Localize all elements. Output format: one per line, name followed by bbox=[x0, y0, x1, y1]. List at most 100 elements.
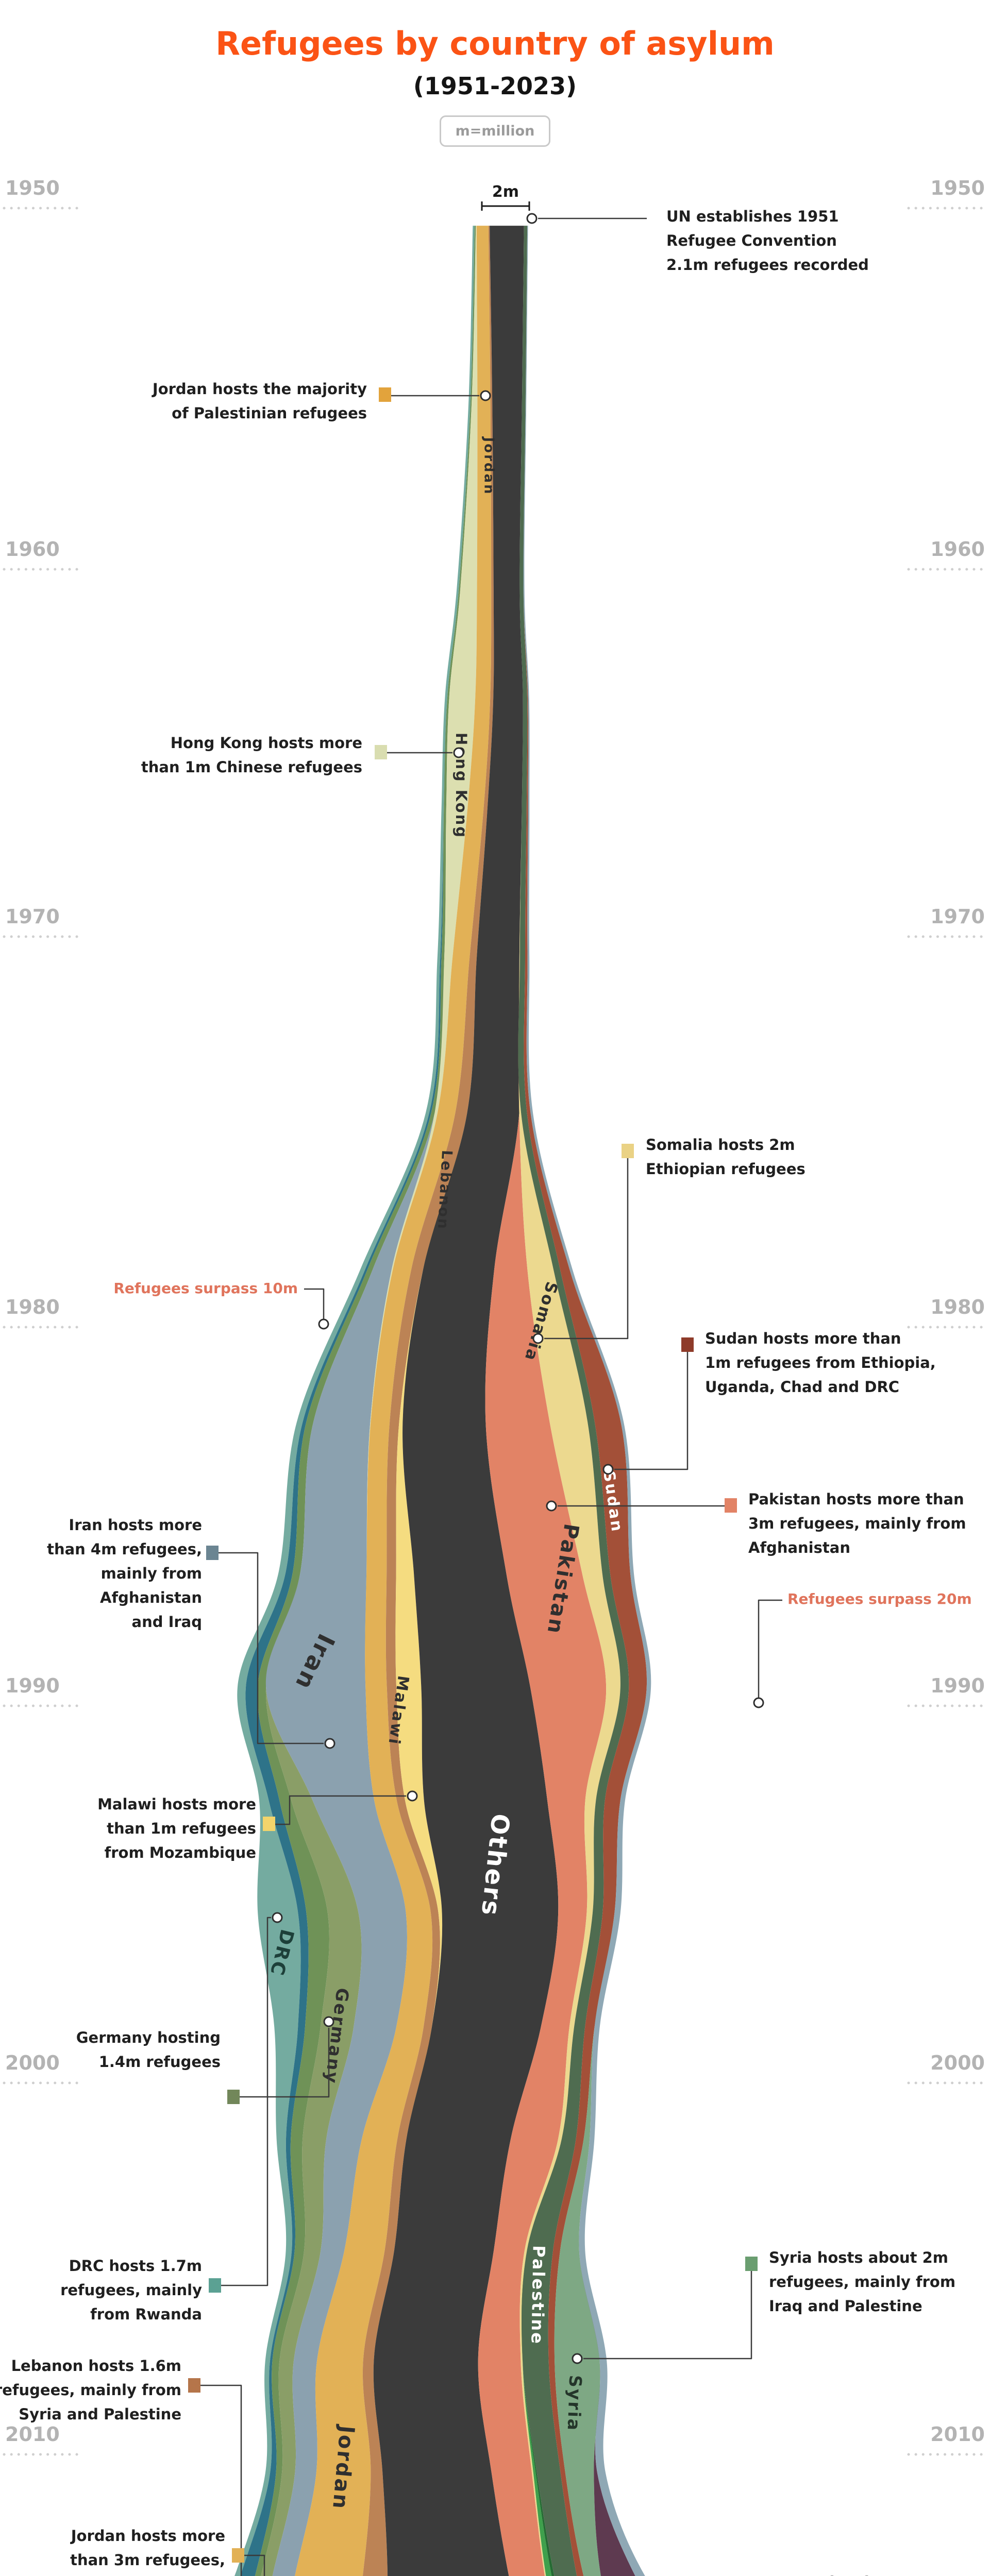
annotation-line: 2.1m refugees recorded bbox=[666, 256, 869, 274]
annotation-line: Pakistan hosts more than bbox=[748, 1490, 964, 1508]
year-label-right-1970: 1970 bbox=[930, 905, 985, 928]
band-drc bbox=[234, 226, 475, 2576]
annotation-marker-square-sudan-1m bbox=[681, 1337, 694, 1352]
annotation-line: than 4m refugees, bbox=[47, 1540, 202, 1558]
year-label-right-1990: 1990 bbox=[930, 1674, 985, 1697]
year-label-right-2000: 2000 bbox=[930, 2052, 985, 2074]
annotation-leader-iran-4m bbox=[219, 1552, 324, 1744]
annotation-line: from Rwanda bbox=[90, 2306, 202, 2323]
annotation-line: Somalia hosts 2m bbox=[646, 1136, 795, 1154]
annotation-text-malawi-1m: Malawi hosts more than 1m refugees from Mo… bbox=[97, 1795, 256, 1861]
annotation-somalia-2m: Somalia hosts 2m Ethiopian refugees bbox=[532, 1136, 806, 1344]
annotation-surpass-10m: Refugees surpass 10m bbox=[113, 1280, 329, 1330]
band-label-lebanon: Lebanon bbox=[434, 1149, 456, 1230]
annotation-text-un-1951: UN establishes 1951 Refugee Convention 2.1… bbox=[666, 208, 869, 274]
annotation-line: Jordan hosts the majority bbox=[152, 380, 367, 398]
page-subtitle: (1951-2023) bbox=[413, 72, 577, 100]
annotation-line: Malawi hosts more bbox=[97, 1795, 256, 1813]
annotation-line: 1.4m refugees bbox=[99, 2053, 221, 2071]
annotation-line: Refugees surpass 20m bbox=[787, 1590, 972, 1607]
annotation-line: refugees, mainly from bbox=[769, 2273, 955, 2291]
annotation-dot-surpass-20m bbox=[753, 1697, 764, 1708]
annotation-jordan-majority: Jordan hosts the majority of Palestinian … bbox=[152, 380, 491, 422]
band-label-jordan: Jordan bbox=[481, 436, 497, 495]
year-label-left-2000: 2000 bbox=[5, 2052, 60, 2074]
annotation-pakistan-3m: Pakistan hosts more than 3m refugees, mai… bbox=[546, 1490, 966, 1556]
annotation-line: Refugees surpass 10m bbox=[113, 1280, 298, 1297]
annotation-dot-surpass-10m bbox=[318, 1318, 329, 1330]
annotation-hong-kong-1m: Hong Kong hosts more than 1m Chinese refu… bbox=[141, 734, 464, 776]
annotation-line: Sudan hosts more than bbox=[705, 1330, 901, 1347]
annotation-leader-drc-17 bbox=[221, 1917, 271, 2286]
annotation-marker-square-jordan-3m bbox=[232, 2548, 244, 2563]
annotation-line: Syria and Palestine bbox=[19, 2405, 181, 2423]
band-left-green-band bbox=[255, 226, 476, 2576]
annotation-text-pakistan-3m: Pakistan hosts more than 3m refugees, mai… bbox=[748, 1490, 966, 1556]
year-label-right-1980: 1980 bbox=[930, 1296, 985, 1318]
annotation-lebanon-16: Lebanon hosts 1.6m refugees, mainly from S… bbox=[0, 2357, 242, 2576]
annotation-dot-drc-17 bbox=[272, 1912, 283, 1923]
annotation-line: refugees, mainly from bbox=[0, 2381, 181, 2399]
annotation-malawi-1m: Malawi hosts more than 1m refugees from Mo… bbox=[97, 1790, 418, 1861]
annotation-line: Turkey hosts bbox=[803, 2573, 910, 2576]
band-others bbox=[373, 226, 559, 2576]
annotation-text-sudan-1m: Sudan hosts more than 1m refugees from Et… bbox=[705, 1330, 936, 1396]
year-axis: 1950 1950 1960 1960 1970 1970 1980 1980 1990 1990… bbox=[3, 177, 987, 2456]
annotation-text-germany-14: Germany hosting 1.4m refugees bbox=[76, 2029, 221, 2071]
annotation-marker-square-pakistan-3m bbox=[725, 1498, 737, 1513]
annotation-dot-hong-kong-1m bbox=[453, 747, 464, 758]
annotation-dot-somalia-2m bbox=[532, 1333, 544, 1344]
annotation-line: than 1m refugees bbox=[107, 1820, 256, 1837]
annotation-line: Afghanistan bbox=[748, 1539, 850, 1556]
page-title: Refugees by country of asylum bbox=[215, 25, 775, 62]
annotation-dot-syria-2m bbox=[572, 2353, 583, 2364]
annotation-iran-4m: Iran hosts more than 4m refugees, mainly f… bbox=[47, 1516, 335, 1749]
annotation-marker-square-malawi-1m bbox=[263, 1817, 275, 1831]
annotation-dot-pakistan-3m bbox=[546, 1500, 557, 1512]
annotation-text-drc-17: DRC hosts 1.7m refugees, mainly from Rwand… bbox=[60, 2257, 202, 2323]
annotation-line: UN establishes 1951 bbox=[666, 208, 839, 225]
annotation-line: Germany hosting bbox=[76, 2029, 221, 2046]
annotation-line: than 1m Chinese refugees bbox=[141, 758, 362, 776]
annotation-drc-17: DRC hosts 1.7m refugees, mainly from Rwand… bbox=[60, 1912, 283, 2323]
annotation-marker-square-drc-17 bbox=[209, 2278, 221, 2293]
annotation-line: 3m refugees, mainly from bbox=[748, 1515, 966, 1532]
band-jordan bbox=[295, 226, 492, 2576]
annotation-text-lebanon-16: Lebanon hosts 1.6m refugees, mainly from S… bbox=[0, 2357, 181, 2423]
scale-bar: 2m bbox=[481, 183, 530, 211]
annotation-line: Ethiopian refugees bbox=[646, 1160, 806, 1178]
annotation-leader-lebanon-16 bbox=[200, 2384, 242, 2576]
annotation-text-turkey-33: Turkey hosts3.3m refugees,mainly from Sy… bbox=[803, 2573, 952, 2576]
annotation-germany-14: Germany hosting 1.4m refugees bbox=[76, 2016, 334, 2104]
annotation-dot-jordan-majority bbox=[480, 390, 491, 401]
annotation-line: Lebanon hosts 1.6m bbox=[11, 2357, 181, 2375]
year-label-right-2010: 2010 bbox=[930, 2423, 985, 2446]
annotation-leader-somalia-2m bbox=[544, 1158, 629, 1340]
annotation-leader-jordan-3m bbox=[244, 2554, 265, 2576]
year-label-left-1980: 1980 bbox=[5, 1296, 60, 1318]
annotation-line: than 3m refugees, bbox=[70, 2551, 225, 2569]
band-label-palestine: Palestine bbox=[527, 2245, 548, 2345]
annotation-dot-germany-14 bbox=[323, 2016, 334, 2027]
annotation-text-somalia-2m: Somalia hosts 2m Ethiopian refugees bbox=[646, 1136, 806, 1178]
annotation-text-surpass-20m: Refugees surpass 20m bbox=[787, 1590, 972, 1607]
annotation-text-hong-kong-1m: Hong Kong hosts more than 1m Chinese refu… bbox=[141, 734, 362, 776]
annotation-marker-square-germany-14 bbox=[227, 2090, 240, 2104]
annotation-surpass-20m: Refugees surpass 20m bbox=[753, 1590, 972, 1708]
annotation-line: Hong Kong hosts more bbox=[171, 734, 362, 752]
annotation-line: Afghanistan bbox=[100, 1589, 202, 1606]
annotation-marker-square-iran-4m bbox=[206, 1546, 219, 1560]
stream-bands bbox=[234, 226, 651, 2576]
annotation-line: Refugee Convention bbox=[666, 232, 837, 249]
annotation-line: Iraq and Palestine bbox=[769, 2297, 922, 2315]
annotation-dot-sudan-1m bbox=[602, 1464, 614, 1475]
band-somalia bbox=[518, 226, 620, 2576]
annotation-un-1951: UN establishes 1951 Refugee Convention 2.1… bbox=[526, 208, 869, 274]
unit-badge-wrap: m=million bbox=[0, 115, 990, 147]
annotation-leader-germany-14 bbox=[240, 2028, 330, 2098]
band-iran bbox=[265, 226, 476, 2576]
annotation-marker-square-jordan-majority bbox=[379, 387, 391, 402]
annotation-leader-malawi-1m bbox=[275, 1795, 406, 1825]
